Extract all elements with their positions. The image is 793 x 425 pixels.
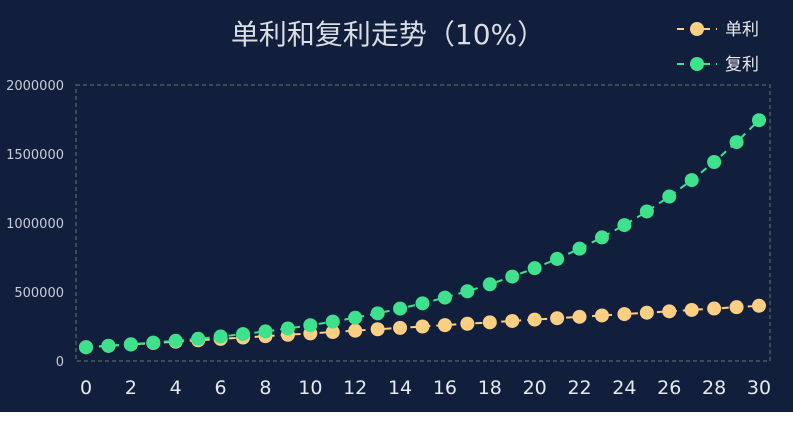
data-point[interactable] (303, 318, 318, 333)
y-axis: 0 500000 1000000 1500000 2000000 (6, 79, 64, 370)
data-point[interactable] (572, 309, 587, 324)
data-point[interactable] (146, 335, 161, 350)
x-tick-label: 4 (170, 377, 182, 399)
x-axis: 0 2 4 6 8 10 12 14 16 18 20 22 24 26 28 30 (80, 377, 771, 399)
data-point[interactable] (527, 312, 542, 327)
data-point[interactable] (370, 306, 385, 321)
legend-marker-compound (690, 57, 704, 71)
data-point[interactable] (482, 315, 497, 330)
x-tick-label: 0 (80, 377, 92, 399)
y-tick-label: 2000000 (6, 79, 64, 94)
data-point[interactable] (348, 310, 363, 325)
data-point[interactable] (662, 304, 677, 319)
data-point[interactable] (123, 337, 138, 352)
x-tick-label: 12 (343, 377, 367, 399)
data-point[interactable] (191, 331, 206, 346)
data-point[interactable] (505, 313, 520, 328)
data-point[interactable] (325, 325, 340, 340)
data-point[interactable] (482, 277, 497, 292)
data-point[interactable] (639, 305, 654, 320)
x-tick-label: 6 (215, 377, 227, 399)
x-tick-label: 30 (747, 377, 771, 399)
data-point[interactable] (684, 173, 699, 188)
x-tick-label: 22 (567, 377, 591, 399)
data-point[interactable] (437, 290, 452, 305)
x-tick-label: 28 (702, 377, 726, 399)
data-point[interactable] (550, 311, 565, 326)
data-point[interactable] (258, 324, 273, 339)
x-tick-label: 18 (478, 377, 502, 399)
x-tick-label: 10 (298, 377, 322, 399)
legend-label-simple: 单利 (725, 20, 759, 40)
data-point[interactable] (348, 323, 363, 338)
legend-marker-simple (690, 22, 704, 36)
data-point[interactable] (662, 189, 677, 204)
data-point[interactable] (594, 230, 609, 245)
data-point[interactable] (370, 322, 385, 337)
legend-item-simple[interactable]: 单利 (677, 20, 759, 40)
data-point[interactable] (415, 296, 430, 311)
x-tick-label: 20 (523, 377, 547, 399)
data-point[interactable] (527, 261, 542, 276)
chart-background (0, 0, 793, 412)
data-point[interactable] (752, 113, 766, 128)
data-point[interactable] (617, 218, 632, 233)
data-point[interactable] (729, 300, 744, 315)
data-point[interactable] (168, 333, 183, 348)
series-compound (79, 113, 766, 355)
data-point[interactable] (101, 338, 116, 353)
data-point[interactable] (505, 269, 520, 284)
x-tick-label: 24 (612, 377, 636, 399)
x-tick-label: 16 (433, 377, 457, 399)
x-tick-label: 2 (125, 377, 137, 399)
data-point[interactable] (393, 301, 408, 316)
data-point[interactable] (236, 327, 251, 342)
data-point[interactable] (415, 319, 430, 334)
data-point[interactable] (550, 251, 565, 266)
data-point[interactable] (325, 314, 340, 329)
data-point[interactable] (280, 321, 295, 336)
x-tick-label: 14 (388, 377, 412, 399)
data-point[interactable] (707, 301, 722, 316)
data-point[interactable] (460, 316, 475, 331)
data-point[interactable] (639, 204, 654, 219)
y-tick-label: 0 (56, 355, 64, 370)
data-point[interactable] (460, 284, 475, 299)
data-point[interactable] (752, 298, 766, 313)
legend-label-compound: 复利 (725, 55, 759, 75)
data-point[interactable] (617, 307, 632, 322)
data-point[interactable] (684, 302, 699, 317)
series-layer (79, 113, 766, 355)
y-tick-label: 1000000 (6, 217, 64, 232)
data-point[interactable] (213, 329, 228, 344)
y-tick-label: 1500000 (6, 148, 64, 163)
data-point[interactable] (437, 318, 452, 333)
y-tick-label: 500000 (14, 286, 64, 301)
data-point[interactable] (729, 135, 744, 150)
data-point[interactable] (572, 241, 587, 256)
data-point[interactable] (594, 308, 609, 323)
x-tick-label: 26 (657, 377, 681, 399)
legend-item-compound[interactable]: 复利 (677, 55, 759, 75)
data-point[interactable] (707, 154, 722, 169)
plot-area-border (75, 84, 771, 362)
legend: 单利 复利 (677, 20, 759, 75)
x-tick-label: 8 (259, 377, 271, 399)
data-point[interactable] (79, 340, 93, 355)
chart-title: 单利和复利走势（10%） (231, 18, 545, 51)
data-point[interactable] (393, 320, 408, 335)
